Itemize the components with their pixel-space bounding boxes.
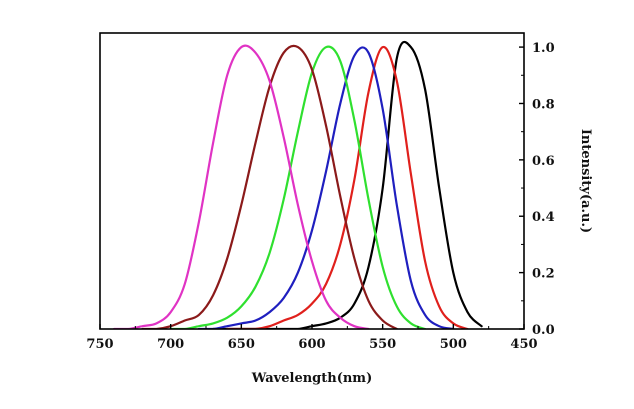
x-tick-label: 700 xyxy=(157,337,184,352)
x-axis-title: Wavelength(nm) xyxy=(251,371,372,386)
y-tick-label: 0.0 xyxy=(532,323,555,338)
y-tick-label: 0.8 xyxy=(532,97,555,112)
x-tick-label: 600 xyxy=(298,337,325,352)
y-tick-label: 1.0 xyxy=(532,41,555,56)
plot-frame xyxy=(99,32,525,330)
series-line-4 xyxy=(169,45,427,329)
y-tick-label: 0.6 xyxy=(532,154,555,169)
x-tick-label: 500 xyxy=(440,337,467,352)
series-line-3 xyxy=(197,46,455,329)
x-tick-label: 550 xyxy=(369,337,396,352)
y-axis: 0.0 0.2 0.4 0.6 0.8 1.0 xyxy=(519,41,555,338)
y-axis-title: Intensity(a.u.) xyxy=(578,129,593,233)
x-tick-label: 450 xyxy=(510,337,537,352)
x-axis: 750 700 650 600 550 500 450 xyxy=(86,324,538,352)
y-tick-label: 0.4 xyxy=(532,210,555,225)
x-tick-label: 650 xyxy=(228,337,255,352)
series-line-5 xyxy=(141,44,398,329)
x-tick-label: 750 xyxy=(86,337,113,352)
series-line-2 xyxy=(226,45,469,329)
y-tick-label: 0.2 xyxy=(532,267,555,282)
series-line-1 xyxy=(212,40,483,329)
series-line-6 xyxy=(113,44,370,329)
